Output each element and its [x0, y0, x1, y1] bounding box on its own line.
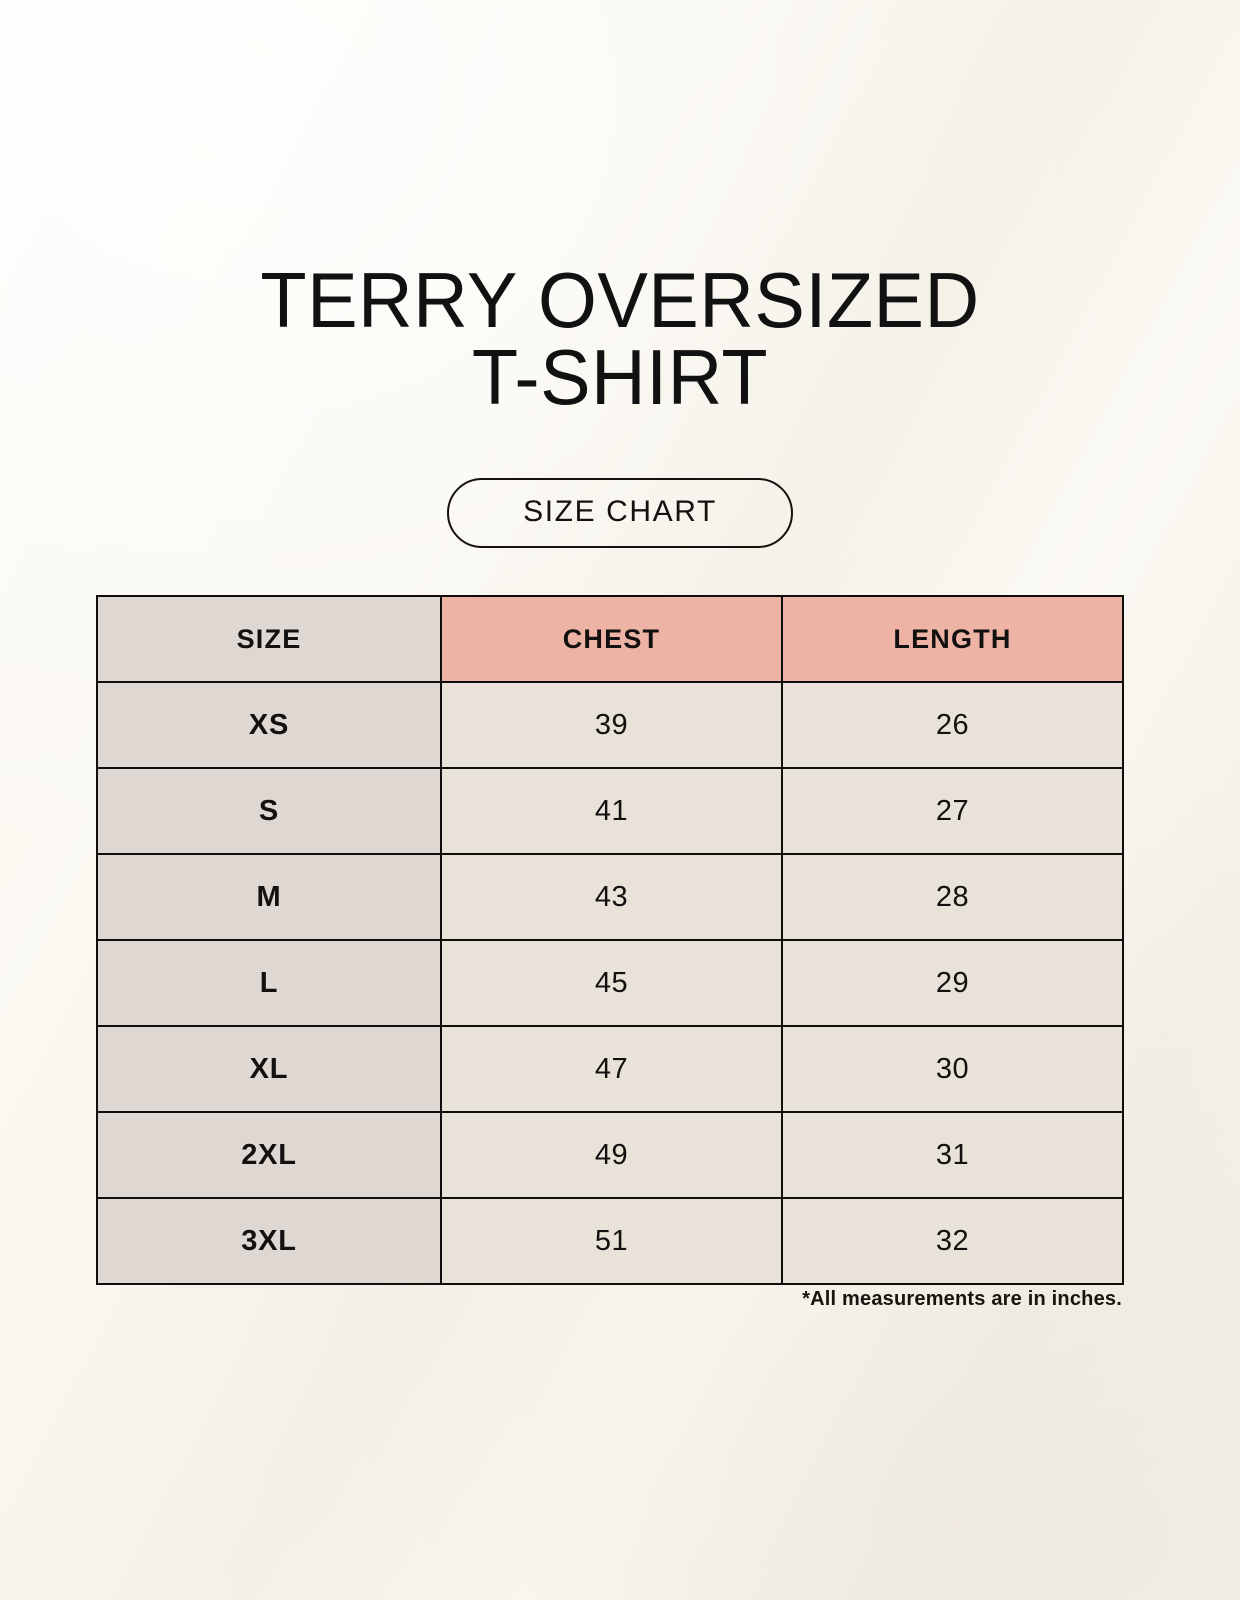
page-title-line-1: TERRY OVERSIZED — [260, 256, 980, 344]
cell-length: 30 — [781, 1025, 1124, 1113]
cell-chest: 41 — [440, 767, 783, 855]
cell-length: 29 — [781, 939, 1124, 1027]
cell-size: XL — [96, 1025, 442, 1113]
column-header-size: SIZE — [96, 595, 442, 683]
size-table: SIZE CHEST LENGTH XS 39 26 S 41 27 M — [96, 595, 1124, 1285]
table-row: 2XL 49 31 — [96, 1111, 1124, 1199]
cell-chest: 51 — [440, 1197, 783, 1285]
cell-length: 32 — [781, 1197, 1124, 1285]
size-table-head: SIZE CHEST LENGTH — [96, 595, 1124, 683]
cell-length: 28 — [781, 853, 1124, 941]
cell-size: 2XL — [96, 1111, 442, 1199]
size-table-body: XS 39 26 S 41 27 M 43 28 L 45 29 — [96, 681, 1124, 1285]
cell-chest: 45 — [440, 939, 783, 1027]
page-title-line-2: T-SHIRT — [471, 333, 769, 422]
page-title: TERRY OVERSIZED T-SHIRT — [0, 256, 1240, 422]
table-header-row: SIZE CHEST LENGTH — [96, 595, 1124, 683]
cell-size: 3XL — [96, 1197, 442, 1285]
column-header-chest: CHEST — [440, 595, 783, 683]
cell-chest: 47 — [440, 1025, 783, 1113]
size-chart-badge-wrapper: SIZE CHART — [0, 478, 1240, 548]
cell-size: M — [96, 853, 442, 941]
size-table-wrapper: SIZE CHEST LENGTH XS 39 26 S 41 27 M — [96, 595, 1124, 1285]
table-row: L 45 29 — [96, 939, 1124, 1027]
table-row: XL 47 30 — [96, 1025, 1124, 1113]
column-header-length: LENGTH — [781, 595, 1124, 683]
cell-size: S — [96, 767, 442, 855]
table-row: 3XL 51 32 — [96, 1197, 1124, 1285]
table-row: S 41 27 — [96, 767, 1124, 855]
cell-size: L — [96, 939, 442, 1027]
cell-length: 26 — [781, 681, 1124, 769]
table-row: XS 39 26 — [96, 681, 1124, 769]
cell-chest: 49 — [440, 1111, 783, 1199]
cell-length: 31 — [781, 1111, 1124, 1199]
cell-chest: 43 — [440, 853, 783, 941]
cell-length: 27 — [781, 767, 1124, 855]
table-row: M 43 28 — [96, 853, 1124, 941]
cell-size: XS — [96, 681, 442, 769]
cell-chest: 39 — [440, 681, 783, 769]
measurement-unit-note: *All measurements are in inches. — [802, 1288, 1122, 1310]
size-chart-badge: SIZE CHART — [447, 478, 793, 548]
